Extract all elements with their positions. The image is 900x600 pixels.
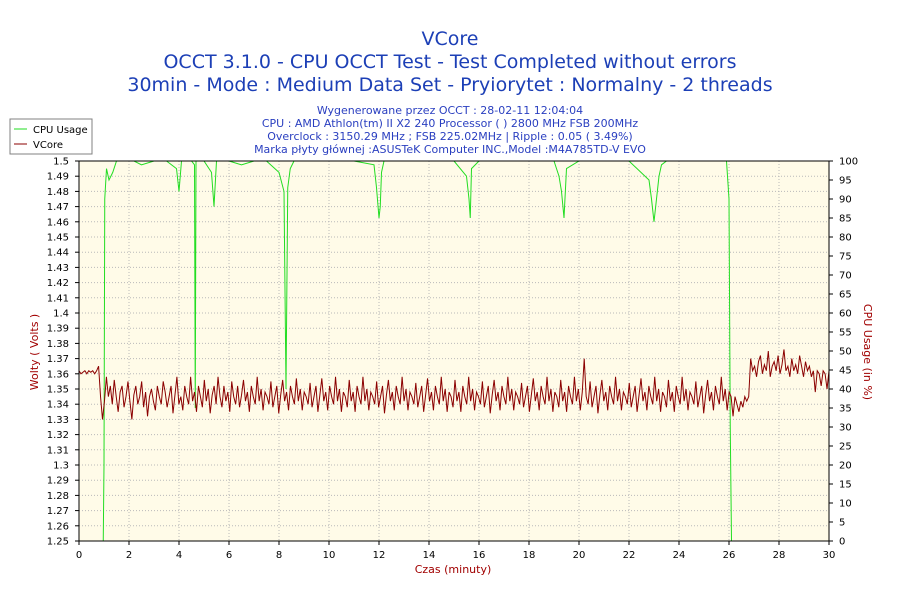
y-tick-label: 1.26 — [47, 521, 69, 532]
x-tick-label: 18 — [523, 550, 536, 561]
y2-tick-label: 70 — [839, 271, 852, 282]
series-line-cpu-usage — [102, 160, 732, 542]
y-tick-label: 1.38 — [47, 339, 69, 350]
y-tick-label: 1.42 — [47, 278, 69, 289]
legend-label-vcore: VCore — [33, 140, 63, 151]
x-tick-label: 20 — [573, 550, 586, 561]
x-tick-label: 0 — [76, 550, 82, 561]
y2-tick-label: 0 — [839, 537, 845, 548]
chart-subtitle-1: OCCT 3.1.0 - CPU OCCT Test - Test Comple… — [163, 51, 736, 73]
plot-frame — [78, 160, 830, 542]
y-tick-label: 1.41 — [47, 293, 69, 304]
y-tick-label: 1.5 — [53, 157, 69, 168]
x-tick-label: 2 — [126, 550, 132, 561]
y2-tick-label: 5 — [839, 518, 845, 529]
y-tick-label: 1.39 — [47, 324, 69, 335]
y2-axis-label: CPU Usage (in %) — [861, 304, 874, 400]
y2-tick-label: 30 — [839, 423, 852, 434]
y-tick-label: 1.45 — [47, 233, 69, 244]
y2-tick-label: 60 — [839, 309, 852, 320]
y2-tick-label: 50 — [839, 347, 852, 358]
y2-tick-label: 55 — [839, 328, 852, 339]
legend-label-cpu-usage: CPU Usage — [33, 125, 88, 136]
y-tick-label: 1.4 — [53, 309, 69, 320]
y-axis-label: Wolty ( Volts ) — [28, 314, 41, 390]
x-tick-label: 30 — [823, 550, 836, 561]
y-tick-label: 1.32 — [47, 430, 69, 441]
y-tick-label: 1.36 — [47, 369, 69, 380]
y2-tick-label: 80 — [839, 233, 852, 244]
series-line-vcore — [78, 349, 830, 420]
legend-box — [9, 118, 93, 155]
y2-tick-label: 65 — [839, 290, 852, 301]
x-tick-label: 6 — [226, 550, 232, 561]
info-line-motherboard: Marka płyty głównej :ASUSTeK Computer IN… — [254, 143, 646, 156]
grid-lines — [78, 160, 830, 542]
x-axis-ticks: 0 2 4 6 8 10 12 14 16 18 20 22 24 26 28 30 — [76, 541, 836, 561]
y2-tick-label: 35 — [839, 404, 852, 415]
y2-tick-label: 15 — [839, 480, 852, 491]
x-tick-label: 16 — [473, 550, 486, 561]
y-tick-label: 1.44 — [47, 248, 69, 259]
y-tick-label: 1.48 — [47, 187, 69, 198]
y-tick-label: 1.28 — [47, 491, 69, 502]
y-tick-label: 1.35 — [47, 385, 69, 396]
x-tick-label: 12 — [373, 550, 386, 561]
info-line-cpu: CPU : AMD Athlon(tm) II X2 240 Processor… — [262, 117, 639, 130]
y-axis-ticks: 1.25 1.26 1.27 1.28 1.29 1.3 1.31 1.32 1.33 1.34 1… — [47, 157, 79, 548]
x-tick-label: 26 — [723, 550, 736, 561]
info-line-generated: Wygenerowane przez OCCT : 28-02-11 12:04… — [317, 104, 583, 117]
x-tick-label: 22 — [623, 550, 636, 561]
y-tick-label: 1.29 — [47, 476, 69, 487]
y-tick-label: 1.25 — [47, 537, 69, 548]
y-tick-label: 1.49 — [47, 172, 69, 183]
y-tick-label: 1.37 — [47, 354, 69, 365]
y-tick-label: 1.46 — [47, 217, 69, 228]
y2-tick-label: 95 — [839, 176, 852, 187]
x-tick-label: 24 — [673, 550, 686, 561]
x-tick-label: 4 — [176, 550, 182, 561]
y-tick-label: 1.34 — [47, 400, 69, 411]
info-line-overclock: Overclock : 3150.29 MHz ; FSB 225.02MHz … — [267, 130, 632, 143]
y2-axis-ticks: 0 5 10 15 20 25 30 35 40 45 50 55 60 65 70 75 80 85 90 95 10… — [829, 157, 858, 548]
y2-tick-label: 85 — [839, 214, 852, 225]
x-tick-label: 14 — [423, 550, 436, 561]
y2-tick-label: 75 — [839, 252, 852, 263]
x-tick-label: 28 — [773, 550, 786, 561]
y2-tick-label: 40 — [839, 385, 852, 396]
y2-tick-label: 25 — [839, 442, 852, 453]
y-tick-label: 1.47 — [47, 202, 69, 213]
chart-title: VCore — [422, 28, 479, 50]
x-tick-label: 10 — [323, 550, 336, 561]
y2-tick-label: 10 — [839, 499, 852, 510]
y-tick-label: 1.31 — [47, 445, 69, 456]
x-tick-label: 8 — [276, 550, 282, 561]
y-tick-label: 1.33 — [47, 415, 69, 426]
y-tick-label: 1.43 — [47, 263, 69, 274]
chart-subtitle-2: 30min - Mode : Medium Data Set - Pryiory… — [127, 74, 772, 96]
y2-tick-label: 90 — [839, 195, 852, 206]
plot-area — [79, 161, 829, 541]
y-tick-label: 1.27 — [47, 506, 69, 517]
legend: CPU Usage VCore — [9, 118, 93, 155]
y2-tick-label: 100 — [839, 157, 858, 168]
x-axis-label: Czas (minuty) — [415, 563, 492, 576]
y-tick-label: 1.3 — [53, 461, 69, 472]
y2-tick-label: 20 — [839, 461, 852, 472]
y2-tick-label: 45 — [839, 366, 852, 377]
